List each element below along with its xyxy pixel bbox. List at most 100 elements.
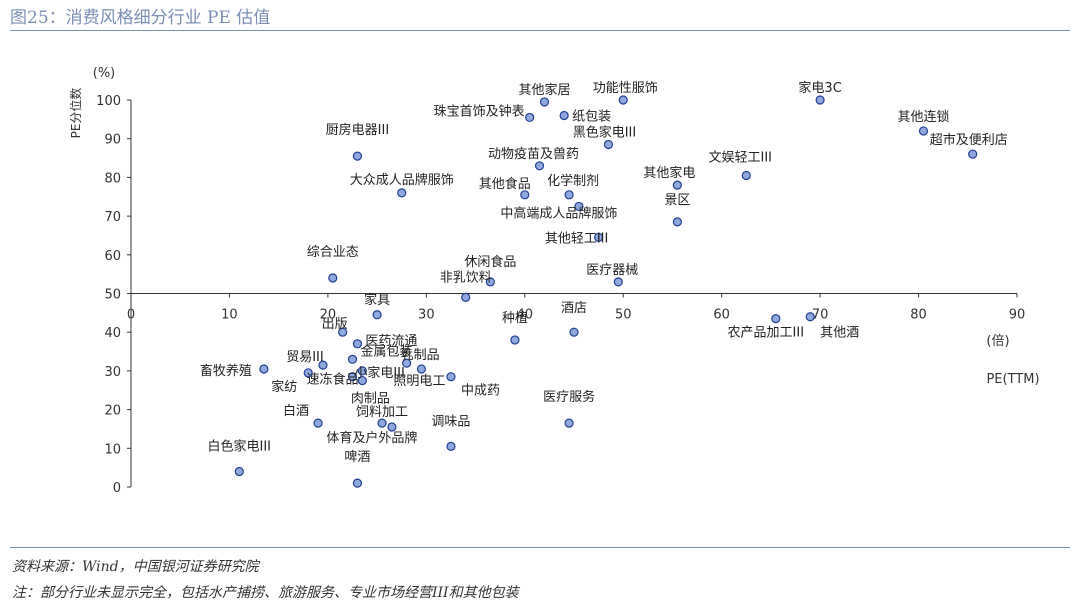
data-point xyxy=(387,422,397,432)
data-point xyxy=(446,441,456,451)
data-point xyxy=(603,139,614,150)
data-label: 珠宝首饰及钟表 xyxy=(434,103,525,119)
data-point xyxy=(328,273,338,283)
data-point xyxy=(377,418,387,428)
data-label: 其他家居 xyxy=(518,82,570,98)
x-tick-label: 70 xyxy=(812,308,829,323)
data-point xyxy=(485,277,495,287)
data-label: 功能性服饰 xyxy=(593,81,658,96)
data-label: 中高端成人品牌服饰 xyxy=(500,205,617,221)
data-label: 畜牧养殖 xyxy=(200,363,252,379)
y-tick-label: 0 xyxy=(113,481,121,496)
footer-divider xyxy=(10,547,1070,548)
data-point xyxy=(594,232,604,242)
x-tick-label: 50 xyxy=(615,308,632,323)
data-point xyxy=(569,327,579,337)
x-tick-label: 80 xyxy=(910,308,927,323)
data-point xyxy=(534,161,545,171)
data-label: 超市及便利店 xyxy=(930,132,1008,148)
y-tick-label: 60 xyxy=(104,249,121,264)
data-point xyxy=(352,478,363,488)
x-tick-label: 40 xyxy=(517,308,534,323)
data-label: 酒店 xyxy=(561,301,587,316)
figure-title: 图25：消费风格细分行业 PE 估值 xyxy=(10,8,271,28)
data-point xyxy=(968,149,978,159)
data-point xyxy=(446,372,456,382)
data-label: 金属包装 xyxy=(361,343,413,359)
data-point xyxy=(357,375,367,386)
y-tick-label: 80 xyxy=(104,171,121,186)
data-label: 医疗器械 xyxy=(586,263,638,278)
data-point xyxy=(347,354,358,364)
data-label: 照明电工 xyxy=(393,374,445,389)
axes xyxy=(127,99,1018,488)
data-label: 纸包装 xyxy=(572,109,611,124)
data-label: 景区 xyxy=(664,193,690,208)
data-label: 其他轻工III xyxy=(545,231,609,246)
data-label: 白酒 xyxy=(283,403,309,419)
data-label: 贸易III xyxy=(286,350,324,365)
data-label: 医疗服务 xyxy=(543,389,595,405)
data-label: 农产品加工III xyxy=(728,326,805,341)
x-tick-label: 0 xyxy=(127,308,135,323)
data-point xyxy=(559,110,569,121)
data-point xyxy=(771,314,781,324)
data-label: 家具 xyxy=(364,292,390,308)
data-point xyxy=(805,312,815,322)
data-point xyxy=(338,327,348,337)
source-note: 资料来源：Wind，中国银河证券研究院 xyxy=(12,559,259,575)
data-point xyxy=(402,358,412,368)
data-point xyxy=(352,339,363,349)
data-label: 大众成人品牌服饰 xyxy=(350,172,454,188)
data-point xyxy=(613,277,623,287)
data-label: 其他家电 xyxy=(643,165,695,181)
data-label: 其他食品 xyxy=(479,176,531,192)
data-label: 乳制品 xyxy=(401,348,440,363)
x-axis-label: PE(TTM) xyxy=(986,372,1039,387)
title-divider xyxy=(10,30,1070,31)
y-tick-label: 90 xyxy=(104,133,121,148)
data-label: 中成药 xyxy=(461,384,500,399)
data-point xyxy=(234,466,244,477)
data-label: 医药流通 xyxy=(365,334,417,349)
data-point xyxy=(574,201,584,212)
data-label: 肉制品 xyxy=(351,392,390,407)
data-point xyxy=(416,364,427,374)
y-tick-label: 10 xyxy=(104,442,121,457)
y-tick-label: 70 xyxy=(104,210,121,225)
y-tick-label: 40 xyxy=(104,326,121,341)
x-tick-label: 60 xyxy=(713,308,730,323)
data-point xyxy=(347,372,358,382)
data-point xyxy=(397,188,407,198)
data-label: 其他酒 xyxy=(820,326,859,341)
data-point xyxy=(318,360,328,370)
data-label: 非乳饮料 xyxy=(440,270,492,285)
y-axis-unit: (%) xyxy=(93,66,116,81)
data-point xyxy=(539,97,550,107)
data-label: 文娱轻工III xyxy=(709,150,773,165)
data-label: 其他连锁 xyxy=(897,109,949,125)
data-label: 黑色家电III xyxy=(573,125,637,141)
data-point xyxy=(564,190,574,200)
data-label: 化学制剂 xyxy=(547,173,599,189)
x-tick-label: 10 xyxy=(221,308,238,323)
data-point xyxy=(259,364,269,374)
x-tick-label: 30 xyxy=(418,308,435,323)
data-point xyxy=(525,112,535,123)
data-point xyxy=(352,151,363,161)
data-label: 白色家电III xyxy=(208,439,272,455)
data-label: 厨房电器III xyxy=(326,122,390,138)
data-point xyxy=(520,190,530,200)
data-label: 种植 xyxy=(502,311,528,326)
y-tick-label: 20 xyxy=(104,404,121,419)
y-tick-label: 50 xyxy=(104,288,121,303)
data-point xyxy=(510,335,520,345)
data-point xyxy=(918,126,929,136)
data-label: 体育及户外品牌 xyxy=(326,430,417,446)
data-point xyxy=(618,95,628,105)
data-point xyxy=(357,366,367,376)
data-points xyxy=(234,95,978,488)
data-point xyxy=(672,180,682,190)
